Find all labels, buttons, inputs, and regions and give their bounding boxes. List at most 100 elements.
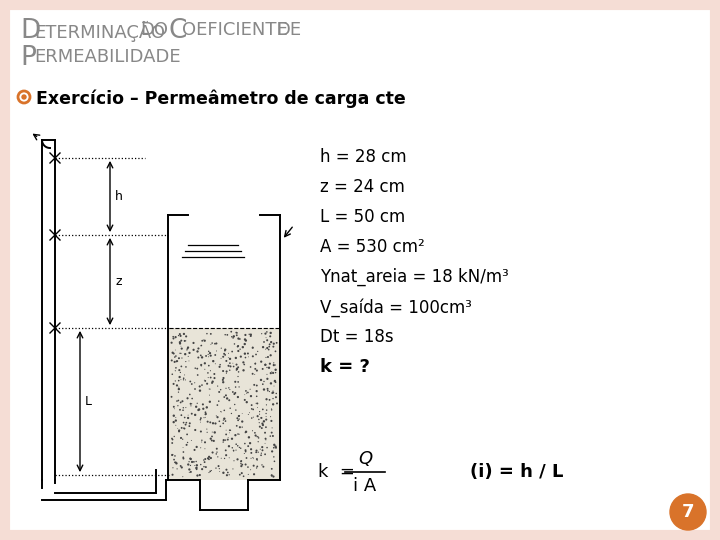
Point (194, 415, 206, 424)
Text: OEFICIENTE: OEFICIENTE (182, 21, 288, 39)
Point (264, 342, 275, 351)
Point (245, 465, 256, 474)
Text: i A: i A (354, 477, 377, 495)
Point (233, 416, 244, 424)
Point (166, 451, 178, 460)
Point (230, 431, 241, 440)
Point (246, 445, 257, 454)
Point (220, 451, 232, 460)
Point (203, 361, 215, 370)
Point (172, 401, 184, 410)
Point (251, 456, 263, 465)
Text: Q: Q (358, 450, 372, 468)
Point (261, 370, 273, 379)
Point (169, 451, 181, 460)
Point (174, 354, 185, 362)
Point (195, 443, 207, 452)
Point (204, 391, 215, 400)
Point (211, 448, 222, 456)
Point (210, 464, 222, 472)
Point (220, 356, 232, 365)
Text: P: P (20, 45, 36, 71)
Point (269, 382, 280, 390)
Point (205, 454, 217, 462)
Point (176, 336, 187, 345)
Point (203, 353, 215, 361)
Point (197, 335, 209, 344)
Point (210, 411, 222, 420)
Point (189, 364, 201, 373)
Text: k  =: k = (318, 463, 355, 481)
Point (251, 448, 262, 457)
Point (173, 388, 184, 396)
Text: Dt = 18s: Dt = 18s (320, 328, 394, 346)
Point (215, 408, 227, 416)
Point (244, 408, 256, 417)
Point (258, 417, 270, 426)
Text: L = 50 cm: L = 50 cm (320, 208, 405, 226)
Point (186, 380, 197, 388)
Point (252, 412, 264, 421)
Point (248, 461, 259, 470)
Point (184, 468, 195, 477)
Point (173, 385, 184, 394)
Point (235, 444, 246, 453)
Point (190, 402, 202, 411)
Text: z = 24 cm: z = 24 cm (320, 178, 405, 196)
Point (207, 339, 218, 347)
Point (257, 405, 269, 414)
Point (192, 370, 204, 379)
Point (220, 330, 231, 339)
Point (209, 374, 220, 382)
Point (184, 348, 195, 357)
Point (261, 412, 272, 421)
Point (176, 411, 187, 420)
Point (194, 405, 205, 414)
Point (267, 431, 279, 440)
Point (197, 465, 208, 474)
Point (267, 400, 279, 409)
Point (243, 353, 254, 361)
Point (175, 342, 186, 350)
Point (228, 332, 240, 341)
Point (219, 454, 230, 463)
Point (260, 360, 271, 369)
Point (174, 349, 186, 357)
Point (177, 406, 189, 415)
Point (270, 347, 282, 356)
Point (265, 413, 276, 421)
Point (223, 383, 235, 392)
Point (215, 344, 227, 353)
Point (241, 398, 253, 407)
Point (255, 414, 266, 422)
Point (270, 443, 282, 452)
Point (199, 444, 211, 453)
Point (225, 426, 236, 435)
Point (222, 468, 233, 477)
Point (253, 448, 264, 456)
Text: z: z (115, 275, 122, 288)
Point (205, 454, 217, 463)
Point (258, 338, 270, 346)
Point (256, 424, 268, 433)
Point (222, 434, 234, 442)
Point (240, 330, 251, 339)
Point (237, 460, 248, 469)
Text: h = 28 cm: h = 28 cm (320, 148, 407, 166)
Point (208, 436, 220, 445)
Point (266, 389, 278, 397)
Point (181, 332, 192, 341)
Point (168, 411, 179, 420)
Point (240, 428, 252, 436)
Point (173, 354, 184, 362)
Point (235, 457, 247, 466)
Point (189, 379, 200, 387)
Point (166, 339, 177, 347)
Point (180, 420, 192, 429)
Point (223, 454, 235, 462)
Point (201, 425, 212, 434)
Point (202, 380, 213, 388)
Point (217, 438, 229, 447)
Point (260, 345, 271, 354)
Point (196, 341, 207, 350)
